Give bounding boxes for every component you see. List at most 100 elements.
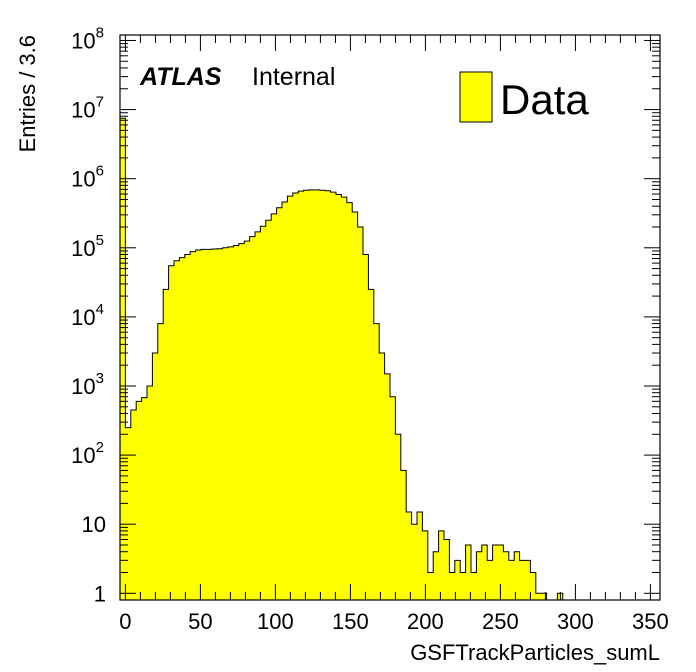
histogram-bar xyxy=(357,226,364,601)
histogram-bar xyxy=(325,190,331,601)
histogram-bar xyxy=(314,189,321,601)
histogram-bar xyxy=(336,194,342,600)
histogram-bar xyxy=(282,201,288,600)
x-tick-label: 50 xyxy=(188,609,212,634)
histogram-bar xyxy=(244,241,250,600)
y-tick-label: 102 xyxy=(71,439,104,468)
histogram-bar xyxy=(319,190,326,600)
histogram-bar xyxy=(471,572,477,600)
histogram-bar xyxy=(217,248,223,600)
y-tick-label: 108 xyxy=(71,24,104,53)
histogram-bar xyxy=(427,572,434,600)
histogram-bar xyxy=(190,251,196,600)
y-tick-label: 103 xyxy=(71,370,104,399)
histogram-bar xyxy=(346,202,353,600)
histogram-bar xyxy=(309,189,315,601)
histogram-bar xyxy=(130,409,137,600)
histogram-bar xyxy=(406,512,412,600)
histogram-bar xyxy=(530,572,537,600)
histogram-bar xyxy=(260,226,267,600)
y-tick-label: 107 xyxy=(71,94,104,123)
histogram-bar xyxy=(271,213,277,600)
y-axis-ticks xyxy=(120,39,660,594)
histogram-bar xyxy=(201,249,207,601)
histogram-outline xyxy=(119,117,660,601)
histogram-bar xyxy=(157,323,164,600)
histogram-bar xyxy=(492,545,499,600)
histogram-bar xyxy=(379,353,385,600)
histogram-bar xyxy=(411,524,418,600)
histogram-bar xyxy=(265,220,272,600)
histogram-bar xyxy=(195,249,202,600)
histogram-bar xyxy=(422,530,429,600)
histogram-bar xyxy=(287,196,294,600)
histogram-bar xyxy=(303,190,310,600)
histogram-bar xyxy=(395,434,402,600)
y-tick-label: 105 xyxy=(71,232,104,261)
histogram-bar xyxy=(233,245,240,600)
legend-label-data: Data xyxy=(500,76,589,123)
histogram-bar xyxy=(341,197,348,600)
histogram-bar xyxy=(498,545,504,600)
histogram-bar xyxy=(292,193,299,601)
histogram-bar xyxy=(503,551,510,600)
histogram-bar xyxy=(384,373,391,600)
atlas-label: ATLAS xyxy=(139,63,222,91)
x-axis-title: GSFTrackParticles_sumL xyxy=(410,640,660,665)
y-axis-tick-labels: 1 10 102 103 104 105 106 107 108 xyxy=(71,24,106,606)
x-axis-ticks xyxy=(124,35,651,600)
histogram-bar xyxy=(481,545,488,600)
histogram-bar xyxy=(541,593,547,600)
histogram-bar xyxy=(136,401,142,600)
y-axis-title: Entries / 3.6 xyxy=(15,35,40,152)
histogram-bar xyxy=(184,254,191,600)
histogram-bar xyxy=(417,512,423,600)
histogram-bar xyxy=(125,427,132,600)
histogram-bar xyxy=(141,397,148,600)
legend: Data xyxy=(459,71,589,123)
y-tick-label: 104 xyxy=(71,301,104,330)
histogram-bar xyxy=(508,560,515,600)
histogram-bar xyxy=(211,249,218,600)
x-tick-label: 200 xyxy=(407,609,444,634)
histogram-bar xyxy=(514,551,520,600)
histogram-bar xyxy=(222,247,229,600)
histogram-bar xyxy=(206,249,213,601)
x-tick-label: 100 xyxy=(257,609,294,634)
legend-swatch-data xyxy=(459,71,493,123)
histogram-bar xyxy=(460,572,466,600)
histogram-bar xyxy=(352,211,358,601)
histogram-bar xyxy=(168,265,175,600)
histogram-bar xyxy=(276,207,283,600)
histogram-bar xyxy=(476,551,483,600)
histogram-bar xyxy=(249,236,256,600)
status-label: Internal xyxy=(252,63,335,91)
histogram-bar xyxy=(390,396,396,600)
histogram-bar xyxy=(444,539,450,600)
histogram-bar xyxy=(433,551,439,600)
histogram-bar xyxy=(438,530,445,600)
histogram-bar xyxy=(152,353,159,600)
x-tick-label: 150 xyxy=(332,609,369,634)
histogram-bar xyxy=(368,289,375,600)
histogram-bar xyxy=(449,572,456,600)
histogram-bar xyxy=(363,254,369,600)
histogram-bar xyxy=(255,231,261,600)
x-axis-tick-labels: 0 50 100 150 200 250 300 350 xyxy=(119,609,668,634)
histogram-bar xyxy=(163,289,169,600)
x-tick-label: 0 xyxy=(119,609,131,634)
histogram-bar xyxy=(147,385,153,600)
y-tick-label: 1 xyxy=(94,581,106,606)
histogram-bar xyxy=(179,257,186,600)
histogram-bar xyxy=(519,560,526,600)
histogram-bar xyxy=(465,545,472,600)
x-tick-label: 250 xyxy=(482,609,519,634)
histogram-bar xyxy=(298,191,304,600)
histogram-bar xyxy=(174,260,180,600)
histogram-bar xyxy=(525,560,531,600)
y-tick-label: 106 xyxy=(71,163,104,192)
histogram-bar xyxy=(330,192,337,600)
y-tick-label: 10 xyxy=(82,512,106,537)
histogram-bar xyxy=(535,593,542,600)
